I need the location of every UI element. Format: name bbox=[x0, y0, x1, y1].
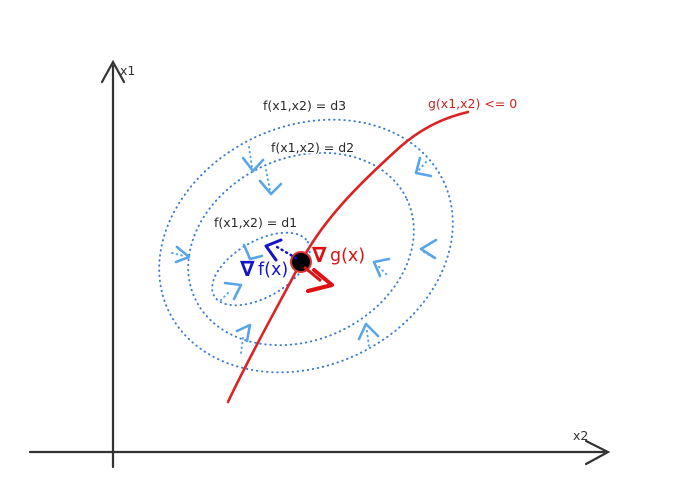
descent-arrow-stem bbox=[418, 161, 427, 171]
constraint-label: g(x1,x2) <= 0 bbox=[428, 96, 517, 111]
grad-g-arrow bbox=[303, 265, 334, 293]
grad-f-arrowhead-icon bbox=[264, 238, 283, 262]
descent-arrow-stem bbox=[171, 252, 185, 257]
descent-arrow-stem bbox=[366, 330, 370, 348]
grad-f-arrow bbox=[264, 238, 298, 262]
descent-chevron-d1-bottomleft bbox=[223, 281, 243, 301]
y-axis-arrow-icon bbox=[100, 59, 126, 84]
descent-arrows bbox=[171, 146, 438, 354]
descent-chevron-d2-top bbox=[258, 179, 283, 196]
contour-ellipses bbox=[158, 118, 454, 374]
contour-ellipse-d2 bbox=[187, 151, 415, 347]
x-axis-label: x2 bbox=[573, 428, 588, 443]
contour-label-d3: f(x1,x2) = d3 bbox=[263, 98, 346, 113]
descent-chevron-d2-bottomright bbox=[357, 322, 380, 341]
x-axis-arrow-icon bbox=[584, 439, 611, 466]
nabla-f-symbol: ∇ bbox=[240, 257, 255, 281]
descent-arrow-stem bbox=[240, 337, 244, 354]
descent-arrow-stem bbox=[248, 146, 253, 168]
descent-chevron-d2-right bbox=[372, 257, 391, 278]
contour-label-d1: f(x1,x2) = d1 bbox=[214, 215, 297, 230]
descent-arrow-stem bbox=[378, 266, 389, 277]
contour-ellipse-d1 bbox=[211, 231, 311, 307]
constraint-curve bbox=[226, 110, 470, 404]
descent-chevron-d3-top bbox=[241, 156, 265, 173]
contour-label-d2: f(x1,x2) = d2 bbox=[271, 140, 354, 155]
grad-f-shaft bbox=[275, 245, 298, 260]
descent-arrow-stem bbox=[265, 169, 271, 191]
grad-g-arrowhead-icon bbox=[306, 268, 334, 293]
contour-ellipse-d3 bbox=[158, 118, 454, 374]
descent-chevron-d3-right bbox=[419, 238, 438, 260]
grad-g-text: g(x) bbox=[330, 246, 365, 266]
descent-chevron-d3-left bbox=[174, 245, 191, 264]
descent-chevron-d1-top bbox=[242, 243, 264, 261]
grad-f-text: f(x) bbox=[258, 260, 288, 280]
grad-g-label: ∇ g(x) bbox=[312, 243, 365, 267]
grad-f-label: ∇ f(x) bbox=[240, 257, 288, 281]
descent-chevron-d2-bottomleft bbox=[235, 323, 252, 343]
axes bbox=[28, 59, 611, 469]
grad-g-shaft bbox=[303, 265, 322, 283]
nabla-g-symbol: ∇ bbox=[312, 243, 327, 267]
descent-chevron-d3-topright bbox=[414, 156, 433, 178]
descent-arrow-stem bbox=[220, 292, 229, 301]
y-axis-label: x1 bbox=[120, 63, 135, 78]
